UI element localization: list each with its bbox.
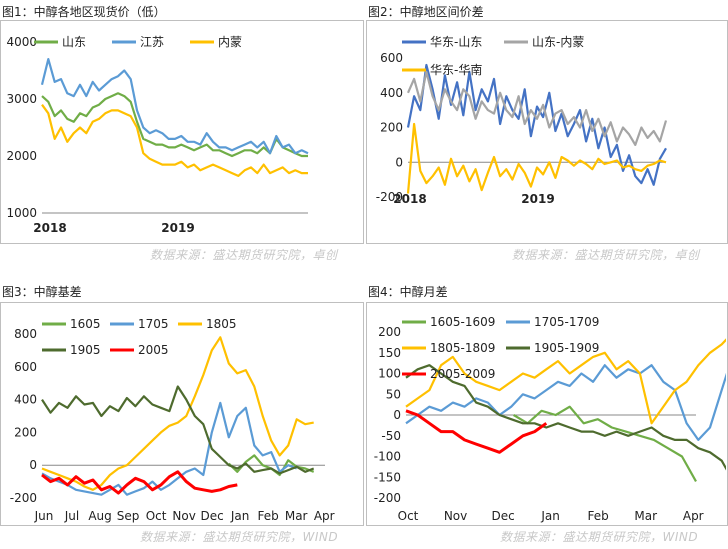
y-tick-label: 150 xyxy=(378,346,401,360)
legend-label: 1705 xyxy=(138,317,169,331)
y-tick-label: -100 xyxy=(374,450,401,464)
series-line-山东 xyxy=(41,92,308,158)
legend-label: 1905 xyxy=(70,343,101,357)
series-line-2005 xyxy=(41,470,238,495)
chart-4-title: 图4：中醇月差 xyxy=(368,285,448,299)
y-tick-label: 0 xyxy=(29,458,37,472)
y-tick-label: 200 xyxy=(380,121,403,135)
y-tick-label: 3000 xyxy=(6,92,37,106)
series-line-1805 xyxy=(41,336,314,491)
x-tick-label: Jul xyxy=(64,509,79,523)
y-tick-label: 1000 xyxy=(6,206,37,220)
series-line-1705-1709 xyxy=(405,364,726,441)
y-tick-label: 200 xyxy=(14,425,37,439)
x-tick-label: Nov xyxy=(444,509,467,523)
series-line-华东-华南 xyxy=(406,122,667,194)
y-tick-label: 50 xyxy=(386,387,401,401)
x-tick-label: Apr xyxy=(683,509,704,523)
x-tick-label: Jan xyxy=(540,509,560,523)
x-tick-label: Nov xyxy=(172,509,195,523)
series-line-江苏 xyxy=(40,57,309,155)
chart-2-title: 图2：中醇地区间价差 xyxy=(368,5,484,19)
legend-label: 2005-2009 xyxy=(430,367,495,381)
chart-1-source: 数据来源：盛达期货研究院，卓创 xyxy=(150,248,338,262)
y-tick-label: -50 xyxy=(381,429,401,443)
x-tick-label: Mar xyxy=(285,509,308,523)
series-line-1905 xyxy=(41,385,315,475)
y-tick-label: 200 xyxy=(378,325,401,339)
chart-3-source: 数据来源：盛达期货研究院，WIND xyxy=(140,530,339,544)
chart-4-source: 数据来源：盛达期货研究院，WIND xyxy=(500,530,699,544)
series-line-华东-山东 xyxy=(406,63,667,186)
y-tick-label: -200 xyxy=(374,491,401,505)
legend-label: 内蒙 xyxy=(218,35,242,49)
y-tick-label: 400 xyxy=(380,86,403,100)
x-tick-label: 2018 xyxy=(33,221,66,235)
x-tick-label: Jun xyxy=(34,509,54,523)
x-tick-label: 2019 xyxy=(521,192,554,206)
series-line-内蒙 xyxy=(41,104,308,177)
legend-label: 1705-1709 xyxy=(534,315,599,329)
legend-label: 华东-华南 xyxy=(430,62,482,77)
legend-label: 1805-1809 xyxy=(430,341,495,355)
series-line-1905-1909 xyxy=(405,364,726,471)
legend-label: 1905-1909 xyxy=(534,341,599,355)
chart-4-plot: -200 -150 -100 -50 0 50 100 150 200 Oct Nov Dec Jan F… xyxy=(374,315,726,523)
legend-label: 1805 xyxy=(206,317,237,331)
x-tick-label: 2019 xyxy=(161,221,194,235)
y-tick-label: 2000 xyxy=(6,149,37,163)
y-tick-label: 600 xyxy=(14,360,37,374)
x-tick-label: Apr xyxy=(314,509,335,523)
legend-label: 1605-1609 xyxy=(430,315,495,329)
chart-1-frame xyxy=(0,20,364,244)
legend-label: 华东-山东 xyxy=(430,35,482,49)
x-tick-label: Feb xyxy=(258,509,279,523)
series-line-2005-2009 xyxy=(405,409,548,454)
x-tick-label: Mar xyxy=(634,509,657,523)
chart-2-source: 数据来源：盛达期货研究院，卓创 xyxy=(512,248,700,262)
y-tick-label: 0 xyxy=(395,155,403,169)
x-tick-label: Oct xyxy=(146,509,167,523)
series-line-1705 xyxy=(41,401,298,496)
legend-label: 江苏 xyxy=(140,35,164,49)
legend-label: 2005 xyxy=(138,343,169,357)
x-tick-label: Feb xyxy=(588,509,609,523)
chart-3-frame xyxy=(0,302,364,526)
y-tick-label: 600 xyxy=(380,51,403,65)
y-tick-label: 4000 xyxy=(6,35,37,49)
x-tick-label: Sep xyxy=(117,509,140,523)
series-line-1805-1809 xyxy=(405,338,726,425)
x-tick-label: Jan xyxy=(230,509,250,523)
y-tick-label: 0 xyxy=(393,408,401,422)
y-tick-label: -150 xyxy=(374,470,401,484)
y-tick-label: -200 xyxy=(376,190,403,204)
x-tick-label: Oct xyxy=(398,509,419,523)
x-tick-label: 2018 xyxy=(393,192,426,206)
legend-label: 山东 xyxy=(62,35,86,49)
series-line-1605-1609 xyxy=(513,405,697,482)
chart-3-title: 图3：中醇基差 xyxy=(2,285,82,299)
legend-label: 1605 xyxy=(70,317,101,331)
y-tick-label: 100 xyxy=(378,367,401,381)
chart-3-plot: -200 0 200 400 600 800 Jun Jul Aug Sep Oct Nov Dec Ja… xyxy=(10,317,335,523)
y-tick-label: 400 xyxy=(14,393,37,407)
x-tick-label: Dec xyxy=(201,509,224,523)
x-tick-label: Aug xyxy=(88,509,111,523)
x-tick-label: Dec xyxy=(491,509,514,523)
series-line-山东-内蒙 xyxy=(406,70,668,147)
y-tick-label: -200 xyxy=(10,491,37,505)
chart-1-plot: 1000 2000 3000 4000 2018 2019 山东 江苏 内蒙 xyxy=(6,35,309,235)
legend-label: 山东-内蒙 xyxy=(532,35,584,49)
y-tick-label: 800 xyxy=(14,327,37,341)
chart-1-title: 图1：中醇各地区现货价（低） xyxy=(2,5,166,19)
